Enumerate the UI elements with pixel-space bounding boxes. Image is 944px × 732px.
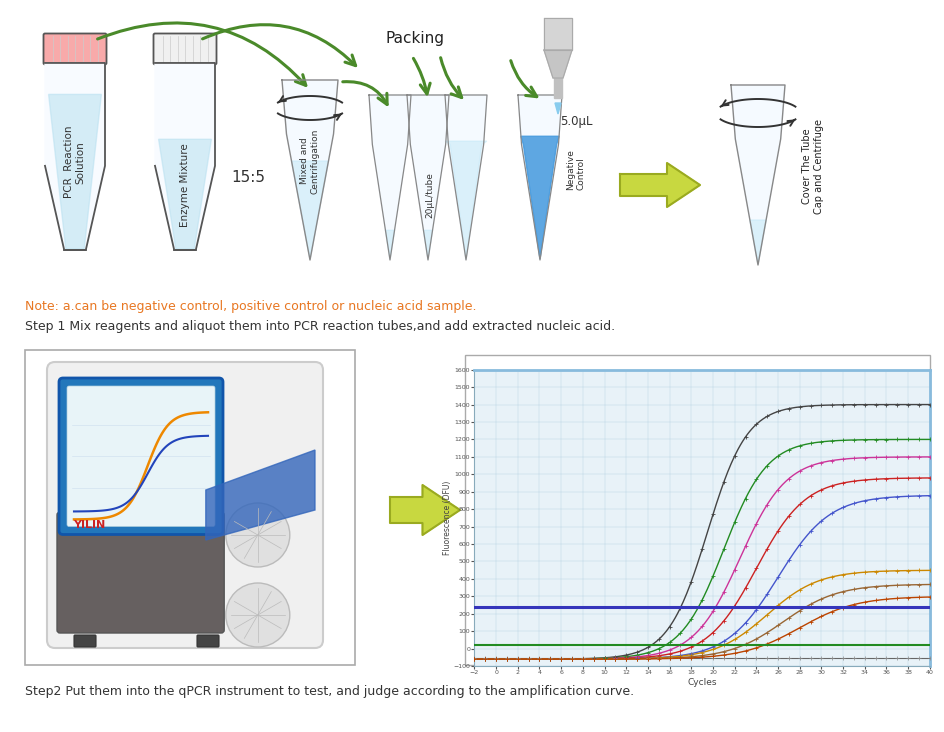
FancyBboxPatch shape <box>67 386 215 526</box>
Text: 5.0μL: 5.0μL <box>560 116 592 129</box>
Polygon shape <box>544 18 571 50</box>
Text: Mixed and
Centrifugation: Mixed and Centrifugation <box>300 128 319 194</box>
Polygon shape <box>155 63 215 250</box>
Polygon shape <box>423 231 432 259</box>
Y-axis label: Fluorescence (DFU): Fluorescence (DFU) <box>443 481 451 555</box>
FancyBboxPatch shape <box>153 34 216 64</box>
Text: Cover The Tube
Cap and Centrifuge: Cover The Tube Cap and Centrifuge <box>801 119 823 214</box>
Text: Enzyme Mixture: Enzyme Mixture <box>179 143 190 226</box>
FancyBboxPatch shape <box>43 34 107 64</box>
Polygon shape <box>291 161 329 259</box>
Polygon shape <box>368 95 411 260</box>
FancyBboxPatch shape <box>25 350 355 665</box>
Polygon shape <box>385 231 394 259</box>
FancyBboxPatch shape <box>47 362 323 648</box>
Polygon shape <box>407 95 448 260</box>
FancyBboxPatch shape <box>59 378 223 534</box>
Polygon shape <box>553 78 562 98</box>
Text: Step2 Put them into the qPCR instrument to test, and judge according to the ampl: Step2 Put them into the qPCR instrument … <box>25 685 633 698</box>
Polygon shape <box>731 85 784 265</box>
Polygon shape <box>48 94 101 249</box>
Text: Step 1 Mix reagents and aliquot them into PCR reaction tubes,and add extracted n: Step 1 Mix reagents and aliquot them int… <box>25 320 615 333</box>
Polygon shape <box>45 63 105 250</box>
Polygon shape <box>554 103 561 114</box>
Ellipse shape <box>226 503 290 567</box>
Polygon shape <box>281 80 338 260</box>
Polygon shape <box>517 95 562 260</box>
Text: 20μL/tube: 20μL/tube <box>425 172 434 218</box>
X-axis label: Cycles: Cycles <box>686 678 716 687</box>
Polygon shape <box>544 50 571 78</box>
Text: Note: a.can be negative control, positive control or nucleic acid sample.: Note: a.can be negative control, positiv… <box>25 300 476 313</box>
Polygon shape <box>520 136 559 259</box>
Polygon shape <box>159 139 211 249</box>
Polygon shape <box>619 163 700 207</box>
Polygon shape <box>445 95 486 260</box>
FancyBboxPatch shape <box>57 512 224 633</box>
Text: PCR  Reaction
Solution: PCR Reaction Solution <box>64 126 86 198</box>
Text: Packing: Packing <box>385 31 444 45</box>
FancyBboxPatch shape <box>464 355 929 665</box>
Text: YILIN: YILIN <box>73 520 105 530</box>
Polygon shape <box>750 220 766 264</box>
Polygon shape <box>445 141 486 259</box>
Polygon shape <box>390 485 460 535</box>
FancyBboxPatch shape <box>74 635 96 647</box>
Text: Negative
Control: Negative Control <box>565 149 584 190</box>
Ellipse shape <box>226 583 290 647</box>
FancyBboxPatch shape <box>196 635 219 647</box>
Polygon shape <box>206 450 314 540</box>
Text: 15:5: 15:5 <box>230 171 264 185</box>
